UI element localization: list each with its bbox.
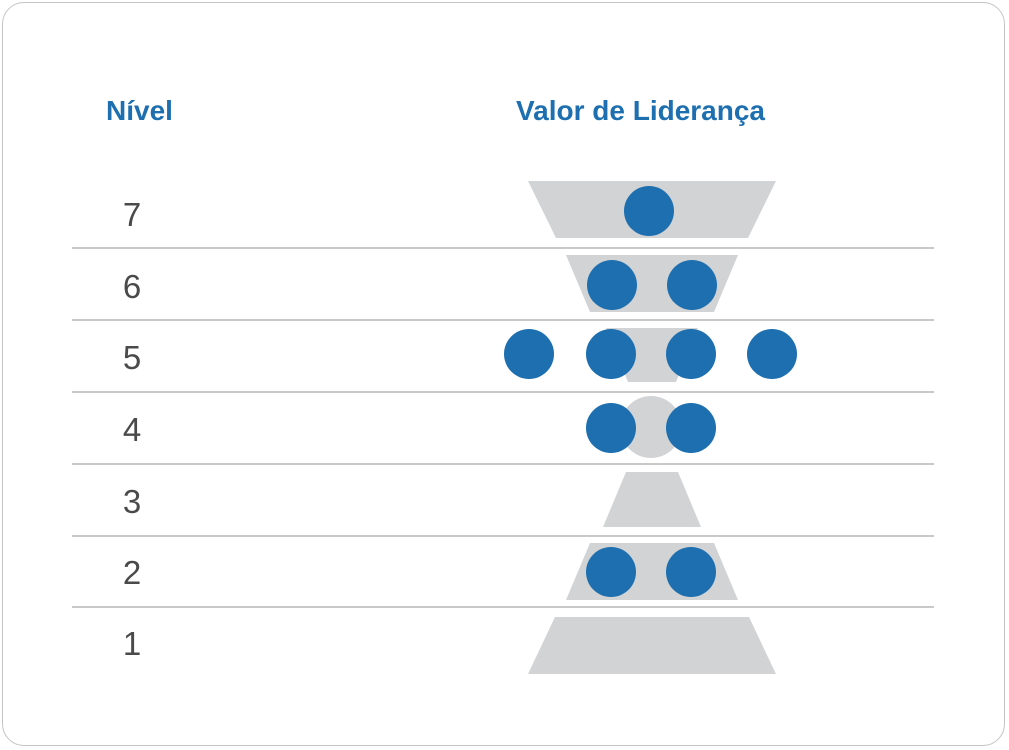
row-separator xyxy=(72,391,934,393)
level-1-shape xyxy=(528,617,776,674)
level-2-dot xyxy=(666,547,716,597)
level-label-4: 4 xyxy=(122,411,142,448)
level-5-dot xyxy=(586,329,636,379)
row-separator xyxy=(72,319,934,321)
level-6-dot xyxy=(587,260,637,310)
level-3-shape xyxy=(603,472,701,527)
level-5-dot xyxy=(747,329,797,379)
level-label-3: 3 xyxy=(122,483,142,520)
level-label-5: 5 xyxy=(122,339,142,376)
leadership-value-header: Valor de Liderança xyxy=(516,95,765,126)
level-2-dot xyxy=(586,547,636,597)
level-4-shape xyxy=(620,396,682,458)
level-7-dot xyxy=(624,186,674,236)
level-label-7: 7 xyxy=(122,196,142,233)
level-4-dot xyxy=(666,403,716,453)
level-label-1: 1 xyxy=(122,625,142,662)
level-6-dot xyxy=(667,260,717,310)
row-separator xyxy=(72,606,934,608)
row-separator xyxy=(72,247,934,249)
level-4-dot xyxy=(586,403,636,453)
level-label-6: 6 xyxy=(122,268,142,305)
level-header: Nível xyxy=(106,95,173,126)
row-separator xyxy=(72,535,934,537)
level-5-dot xyxy=(504,329,554,379)
row-separator xyxy=(72,463,934,465)
level-5-dot xyxy=(666,329,716,379)
level-label-2: 2 xyxy=(122,554,142,591)
